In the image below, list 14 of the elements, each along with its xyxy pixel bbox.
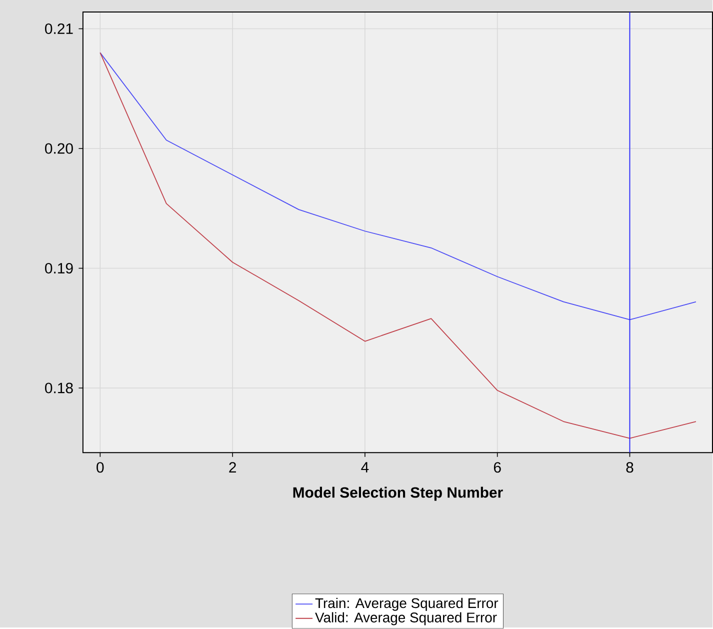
legend-label: Valid: Average Squared Error <box>315 612 497 626</box>
y-tick-label: 0.19 <box>45 263 73 274</box>
line-series <box>100 52 696 320</box>
x-tick-label: 0 <box>96 462 104 473</box>
x-tick-label: 2 <box>229 462 236 473</box>
x-axis-title: Model Selection Step Number <box>293 486 503 501</box>
y-tick-label: 0.21 <box>45 24 73 34</box>
x-tick-label: 4 <box>361 462 369 473</box>
x-tick-label: 6 <box>494 462 501 473</box>
y-tick-label: 0.20 <box>45 143 73 154</box>
legend-label: Train: Average Squared Error <box>315 598 498 611</box>
line-series <box>100 52 696 439</box>
x-tick-label: 8 <box>626 462 634 473</box>
y-tick-label: 0.18 <box>45 382 73 394</box>
